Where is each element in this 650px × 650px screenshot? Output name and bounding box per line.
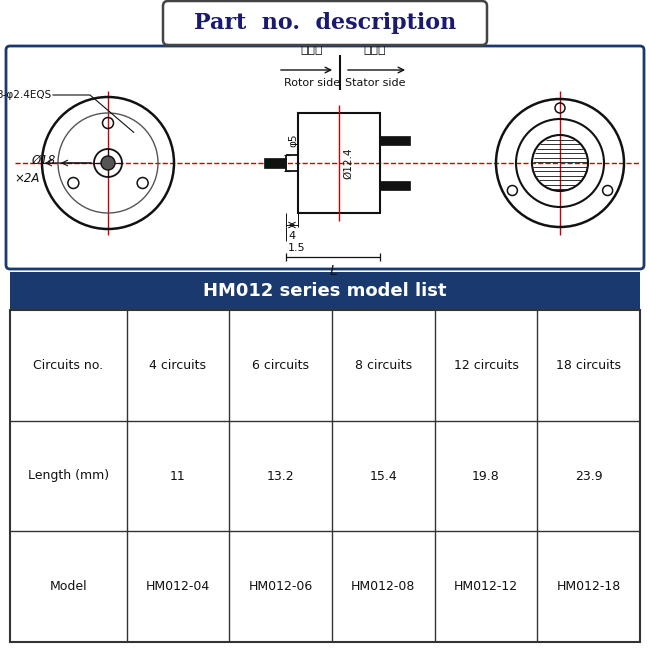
FancyBboxPatch shape [163, 1, 487, 45]
Text: Stator side: Stator side [344, 78, 405, 88]
Text: 18 circuits: 18 circuits [556, 359, 621, 372]
Text: HM012-12: HM012-12 [454, 580, 518, 593]
Text: 3-φ2.4EQS: 3-φ2.4EQS [0, 90, 51, 100]
Text: L: L [329, 264, 337, 278]
Text: Part  no.  description: Part no. description [194, 12, 456, 34]
Bar [10, 531, 640, 642]
Text: 定子端: 定子端 [364, 43, 386, 56]
Text: 15.4: 15.4 [369, 469, 397, 482]
Bar [10, 310, 640, 642]
Text: 1.5: 1.5 [288, 243, 305, 253]
FancyBboxPatch shape [6, 46, 644, 269]
Text: Rotor side: Rotor side [284, 78, 340, 88]
Text: Length (mm): Length (mm) [28, 469, 109, 482]
Text: 4: 4 [289, 231, 296, 241]
Text: 19.8: 19.8 [472, 469, 500, 482]
Text: 4 circuits: 4 circuits [150, 359, 207, 372]
Text: φ5: φ5 [288, 133, 298, 147]
Text: Model: Model [49, 580, 87, 593]
Text: HM012-18: HM012-18 [556, 580, 621, 593]
Text: Circuits no.: Circuits no. [33, 359, 103, 372]
Text: Ø18: Ø18 [32, 153, 56, 166]
Text: HM012 series model list: HM012 series model list [203, 282, 447, 300]
Text: 12 circuits: 12 circuits [454, 359, 519, 372]
Bar [10, 421, 640, 531]
Text: HM012-04: HM012-04 [146, 580, 210, 593]
Text: 8 circuits: 8 circuits [355, 359, 412, 372]
Text: HM012-06: HM012-06 [248, 580, 313, 593]
Text: 23.9: 23.9 [575, 469, 603, 482]
Text: Ø12.4: Ø12.4 [343, 148, 353, 179]
Bar [10, 272, 640, 310]
Text: HM012-08: HM012-08 [351, 580, 415, 593]
Text: ×2A: ×2A [14, 172, 40, 185]
Bar [380, 136, 410, 145]
Text: 转子端: 转子端 [301, 43, 323, 56]
Text: 13.2: 13.2 [266, 469, 294, 482]
Bar [10, 310, 640, 421]
Bar [298, 113, 380, 213]
Bar [380, 181, 410, 190]
Text: 6 circuits: 6 circuits [252, 359, 309, 372]
Text: 11: 11 [170, 469, 186, 482]
Circle shape [101, 156, 115, 170]
Bar [264, 158, 286, 168]
